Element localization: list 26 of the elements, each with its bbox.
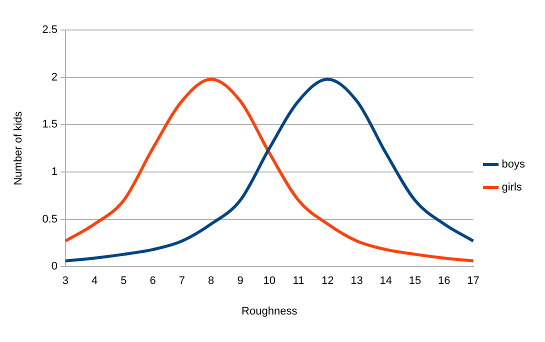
x-axis-title: Roughness (242, 305, 298, 318)
y-tick-label: 2.5 (42, 24, 58, 36)
y-axis-title: Number of kids (12, 110, 25, 186)
legend-label: girls (502, 182, 522, 194)
x-tick-label: 4 (92, 275, 98, 288)
legend-label: boys (502, 158, 526, 171)
x-tick-label: 5 (120, 275, 127, 288)
y-tick-label: 0.5 (42, 213, 58, 226)
x-tick-label: 14 (380, 275, 392, 288)
x-tick-label: 17 (467, 275, 480, 288)
x-tick-label: 16 (438, 275, 450, 288)
y-tick-label: 1.5 (42, 118, 58, 131)
x-tick-label: 11 (292, 275, 304, 288)
y-tick-label: 1 (51, 166, 58, 178)
x-tick-label: 7 (178, 275, 186, 288)
x-tick-label: 9 (237, 275, 244, 288)
x-tick-label: 10 (263, 275, 276, 288)
x-tick-label: 15 (408, 275, 422, 288)
x-tick-label: 6 (150, 275, 156, 288)
line-series (64, 78, 475, 262)
x-tick-label: 12 (322, 275, 334, 288)
x-tick-label: 8 (208, 275, 214, 288)
y-tick-label: 0 (51, 260, 58, 273)
x-tick-label: 13 (350, 275, 363, 288)
y-tick-label: 2 (51, 71, 58, 84)
x-tick-label: 3 (62, 275, 69, 288)
